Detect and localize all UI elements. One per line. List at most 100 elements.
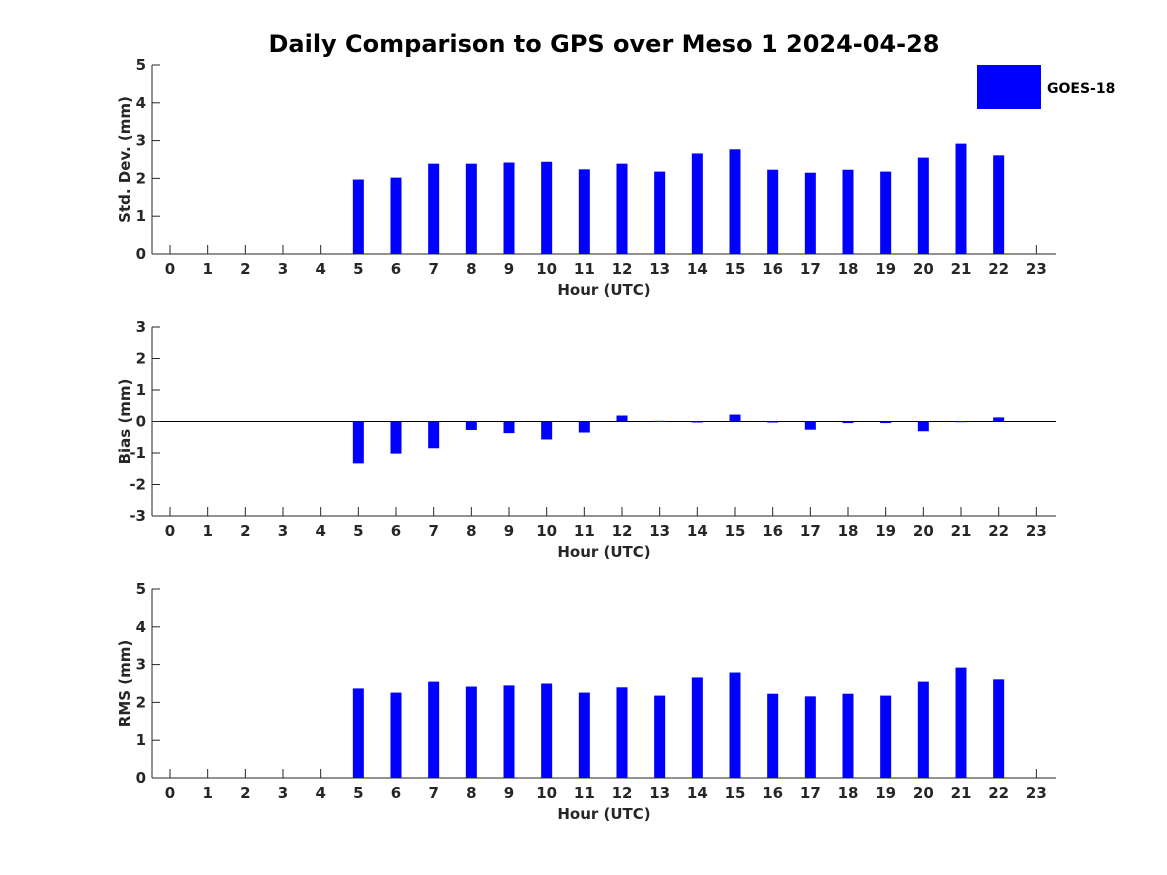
std-dev-mm-bar-hour-21: [955, 143, 967, 254]
std-dev-mm-bar-hour-5: [352, 179, 364, 254]
legend-label-goes-18: GOES-18: [1047, 81, 1115, 97]
rms-mm-bar-hour-9: [503, 685, 515, 778]
bias-mm-xtick-label: 19: [875, 522, 896, 540]
rms-mm-xtick-label: 18: [838, 784, 859, 802]
std-dev-mm-bar-hour-14: [691, 153, 703, 254]
bias-mm-bar-hour-16: [767, 421, 779, 423]
bias-mm-ytick-label: 3: [136, 318, 146, 336]
bias-mm-bar-hour-5: [352, 421, 364, 464]
std-dev-mm-xtick-label: 6: [391, 260, 401, 278]
rms-mm-bar-hour-20: [917, 681, 929, 778]
std-dev-mm-bar-hour-8: [465, 163, 477, 254]
rms-mm-xtick-label: 9: [504, 784, 514, 802]
std-dev-mm-bar-hour-12: [616, 163, 628, 254]
rms-mm-xtick-label: 17: [800, 784, 821, 802]
rms-mm-xtick-label: 20: [913, 784, 934, 802]
bias-mm-xtick-label: 18: [838, 522, 859, 540]
std-dev-mm-xtick-label: 12: [612, 260, 633, 278]
rms-mm-bar-hour-15: [729, 672, 741, 778]
bias-mm-ytick-label: -3: [129, 507, 146, 525]
rms-mm-xtick-label: 16: [762, 784, 783, 802]
rms-mm-ytick-label: 0: [136, 769, 146, 787]
rms-mm-xtick-label: 2: [240, 784, 250, 802]
rms-mm-bar-hour-18: [842, 693, 854, 778]
bias-mm-bar-hour-11: [578, 421, 590, 433]
bias-mm-xtick-label: 0: [165, 522, 175, 540]
std-dev-mm-bar-hour-17: [804, 172, 816, 254]
bias-mm-xtick-label: 9: [504, 522, 514, 540]
rms-mm-ytick-label: 1: [136, 731, 146, 749]
bias-mm-xtick-label: 5: [353, 522, 363, 540]
std-dev-mm-x-label: Hour (UTC): [557, 281, 650, 299]
std-dev-mm-xtick-label: 9: [504, 260, 514, 278]
bias-mm-bar-hour-18: [842, 421, 854, 424]
bias-mm-x-label: Hour (UTC): [557, 543, 650, 561]
legend-swatch-goes-18: [977, 65, 1041, 109]
bias-mm-bar-hour-21: [955, 421, 967, 423]
bias-mm-xtick-label: 7: [428, 522, 438, 540]
std-dev-mm-xtick-label: 10: [536, 260, 557, 278]
rms-mm-xtick-label: 21: [951, 784, 972, 802]
rms-mm-xtick-label: 15: [725, 784, 746, 802]
bias-mm-bar-hour-8: [465, 421, 477, 431]
rms-mm-ytick-label: 5: [136, 580, 146, 598]
rms-mm-bar-hour-17: [804, 696, 816, 778]
rms-mm-bar-hour-10: [541, 683, 553, 778]
rms-mm-ytick-label: 2: [136, 693, 146, 711]
std-dev-mm-bar-hour-16: [767, 169, 779, 254]
rms-mm-xtick-label: 0: [165, 784, 175, 802]
bias-mm-xtick-label: 22: [988, 522, 1009, 540]
std-dev-mm-xtick-label: 15: [725, 260, 746, 278]
rms-mm-xtick-label: 11: [574, 784, 595, 802]
std-dev-mm-xtick-label: 13: [649, 260, 670, 278]
std-dev-mm-xtick-label: 21: [951, 260, 972, 278]
rms-mm-bar-hour-19: [880, 695, 892, 778]
std-dev-mm-xtick-label: 20: [913, 260, 934, 278]
rms-mm-xtick-label: 4: [315, 784, 325, 802]
bias-mm-bar-hour-20: [917, 421, 929, 432]
std-dev-mm-bar-hour-19: [880, 171, 892, 254]
bias-mm-bar-hour-10: [541, 421, 553, 440]
std-dev-mm-xtick-label: 17: [800, 260, 821, 278]
bias-mm-bar-hour-6: [390, 421, 402, 454]
bias-mm-xtick-label: 12: [612, 522, 633, 540]
bias-mm-xtick-label: 2: [240, 522, 250, 540]
std-dev-mm-ytick-label: 4: [136, 94, 146, 112]
rms-mm-xtick-label: 10: [536, 784, 557, 802]
rms-mm-bar-hour-7: [428, 681, 440, 778]
rms-mm-xtick-label: 6: [391, 784, 401, 802]
std-dev-mm-xtick-label: 11: [574, 260, 595, 278]
rms-mm-bar-hour-11: [578, 692, 590, 778]
bias-mm-ytick-label: -1: [129, 444, 146, 462]
std-dev-mm-xtick-label: 7: [428, 260, 438, 278]
rms-mm-xtick-label: 3: [278, 784, 288, 802]
legend: GOES-18: [977, 65, 1115, 109]
rms-mm-bar-hour-13: [654, 695, 666, 778]
rms-mm-bar-hour-22: [993, 679, 1005, 778]
std-dev-mm-xtick-label: 19: [875, 260, 896, 278]
bias-mm-bar-hour-7: [428, 421, 440, 449]
std-dev-mm-xtick-label: 1: [202, 260, 212, 278]
std-dev-mm-xtick-label: 22: [988, 260, 1009, 278]
std-dev-mm-bar-hour-20: [917, 157, 929, 254]
rms-mm-ytick-label: 4: [136, 618, 146, 636]
std-dev-mm-xtick-label: 4: [315, 260, 325, 278]
rms-mm-xtick-label: 14: [687, 784, 708, 802]
rms-mm-xtick-label: 5: [353, 784, 363, 802]
std-dev-mm-bar-hour-11: [578, 169, 590, 254]
bias-mm-xtick-label: 23: [1026, 522, 1047, 540]
std-dev-mm-ytick-label: 3: [136, 132, 146, 150]
bias-mm-xtick-label: 14: [687, 522, 708, 540]
bias-mm-bar-hour-19: [880, 421, 892, 424]
bias-mm-xtick-label: 3: [278, 522, 288, 540]
bias-mm-xtick-label: 17: [800, 522, 821, 540]
std-dev-mm-xtick-label: 23: [1026, 260, 1047, 278]
std-dev-mm-xtick-label: 0: [165, 260, 175, 278]
std-dev-mm-bar-hour-7: [428, 163, 440, 254]
rms-mm-bar-hour-14: [691, 677, 703, 778]
rms-mm-bar-hour-12: [616, 687, 628, 778]
